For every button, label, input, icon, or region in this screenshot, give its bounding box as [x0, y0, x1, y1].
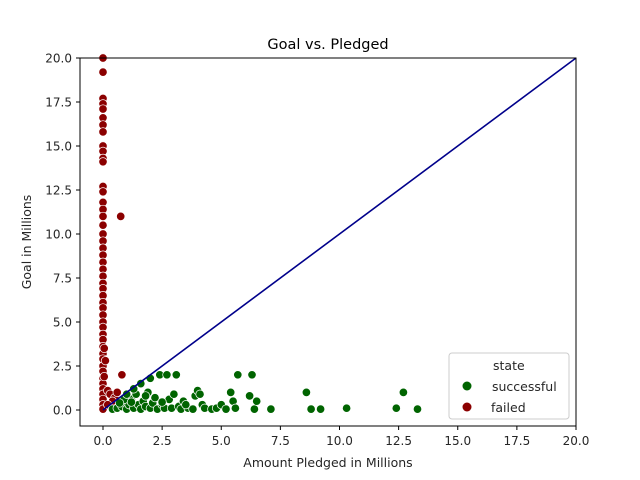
successful-point [129, 384, 139, 394]
successful-point [266, 404, 276, 414]
successful-point [247, 370, 257, 380]
successful-point [245, 391, 255, 401]
successful-point [195, 389, 205, 399]
successful-point [136, 379, 146, 389]
successful-point [157, 397, 167, 407]
successful-point [249, 404, 259, 414]
y-tick-label: 12.5 [45, 184, 72, 198]
y-tick-label: 17.5 [45, 96, 72, 110]
successful-point [122, 389, 132, 399]
x-tick-label: 5.0 [212, 434, 231, 448]
legend-title: state [493, 358, 525, 373]
failed-point [116, 211, 126, 221]
successful-point [316, 404, 326, 414]
successful-point [233, 370, 243, 380]
y-tick-label: 2.5 [53, 360, 72, 374]
successful-point [306, 404, 316, 414]
x-tick-label: 2.5 [153, 434, 172, 448]
failed-point [98, 67, 108, 77]
x-tick-label: 7.5 [271, 434, 290, 448]
y-tick-label: 10.0 [45, 228, 72, 242]
x-tick-label: 12.5 [385, 434, 412, 448]
failed-point [100, 356, 110, 366]
failed-point [98, 187, 108, 197]
legend-box [448, 352, 570, 420]
successful-point [171, 370, 181, 380]
successful-point [115, 398, 125, 408]
y-tick-label: 0.0 [53, 404, 72, 418]
successful-point [391, 403, 401, 413]
successful-point [226, 387, 236, 397]
x-axis-ticks: 0.0 2.5 5.0 7.5 10.0 12.5 15.0 17.5 20.0 [93, 426, 589, 448]
legend-marker-successful [462, 381, 472, 391]
failed-point [98, 127, 108, 137]
legend-marker-failed [462, 402, 472, 412]
y-axis-label: Goal in Millions [19, 195, 34, 290]
legend: state successful failed [448, 352, 570, 420]
successful-point [252, 396, 262, 406]
y-tick-label: 5.0 [53, 316, 72, 330]
x-tick-label: 15.0 [444, 434, 471, 448]
x-tick-label: 10.0 [326, 434, 353, 448]
failed-point [99, 372, 109, 382]
failed-point [117, 370, 127, 380]
successful-point [169, 389, 179, 399]
y-axis-ticks: 0.0 2.5 5.0 7.5 10.0 12.5 15.0 17.5 20.0 [45, 52, 80, 418]
chart-title: Goal vs. Pledged [267, 37, 388, 53]
x-tick-label: 0.0 [93, 434, 112, 448]
legend-label-failed: failed [491, 400, 526, 415]
x-tick-label: 20.0 [563, 434, 590, 448]
failed-point [98, 157, 108, 167]
failed-points [98, 53, 127, 414]
successful-points [107, 370, 423, 414]
reference-line-y-equals-x [102, 57, 577, 411]
successful-point [342, 403, 352, 413]
successful-point [412, 404, 423, 414]
successful-point [230, 403, 240, 413]
successful-point [221, 404, 231, 414]
failed-point [112, 387, 122, 397]
failed-point [98, 211, 108, 221]
successful-point [181, 400, 191, 410]
legend-label-successful: successful [492, 379, 557, 394]
successful-point [162, 370, 172, 380]
successful-point [188, 404, 198, 414]
y-tick-label: 20.0 [45, 52, 72, 66]
successful-point [301, 387, 311, 397]
x-tick-label: 17.5 [504, 434, 531, 448]
plot-area [98, 53, 577, 414]
failed-point [98, 104, 108, 114]
successful-point [150, 393, 160, 403]
x-axis-label: Amount Pledged in Millions [243, 455, 412, 470]
failed-point [99, 343, 109, 353]
y-tick-label: 15.0 [45, 140, 72, 154]
axes-frame [79, 57, 577, 427]
y-tick-label: 7.5 [53, 272, 72, 286]
successful-point [141, 391, 151, 401]
successful-point [398, 387, 408, 397]
successful-point [126, 397, 136, 407]
failed-point [98, 220, 108, 230]
